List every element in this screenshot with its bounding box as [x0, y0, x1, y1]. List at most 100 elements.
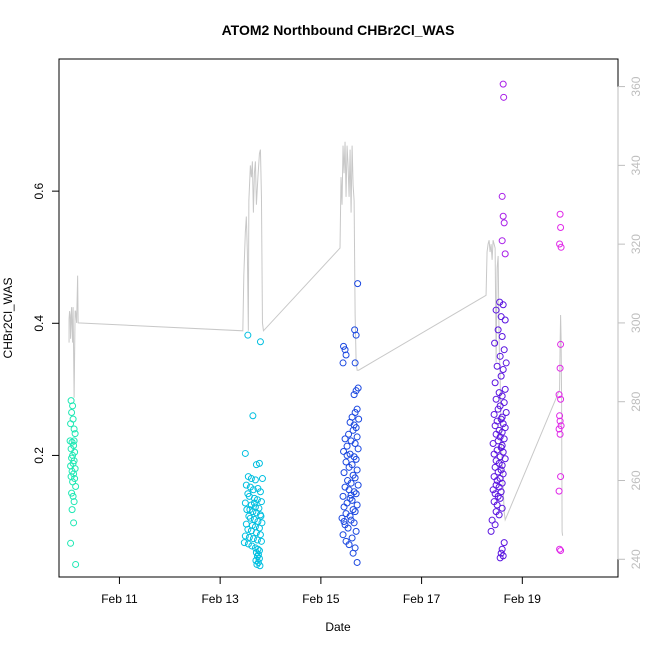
data-point — [241, 499, 249, 507]
data-point — [498, 333, 506, 340]
data-point — [354, 445, 362, 453]
chart-title: ATOM2 Northbound CHBr2Cl_WAS — [222, 22, 455, 38]
data-point — [497, 372, 505, 380]
data-point — [496, 554, 504, 562]
data-point — [252, 509, 260, 517]
data-point — [351, 359, 359, 367]
data-point — [555, 487, 563, 495]
data-point — [492, 306, 500, 314]
data-point — [557, 395, 565, 403]
data-point — [256, 338, 264, 346]
data-point — [499, 366, 507, 374]
data-point — [342, 458, 350, 466]
data-point — [556, 430, 564, 438]
data-point — [556, 417, 564, 425]
data-point — [249, 412, 257, 420]
data-point — [491, 379, 499, 387]
y-tick-label: 0.2 — [32, 447, 46, 464]
data-point — [342, 351, 350, 359]
data-point — [68, 506, 76, 514]
data-point — [348, 534, 356, 542]
y-axis: 0.2 0.4 0.6 — [32, 182, 60, 464]
data-point — [500, 539, 508, 547]
data-point — [347, 479, 355, 487]
data-point — [70, 437, 78, 445]
data-point — [493, 362, 501, 370]
data-point — [499, 301, 507, 309]
data-point — [352, 331, 360, 339]
data-point — [556, 240, 564, 248]
data-point — [556, 364, 564, 372]
data-point — [494, 326, 502, 334]
data-point — [496, 433, 504, 441]
data-point — [242, 481, 250, 489]
data-point — [339, 359, 347, 367]
data-point — [500, 346, 508, 354]
data-point — [490, 410, 498, 418]
data-point — [339, 492, 347, 500]
data-point — [350, 391, 358, 399]
data-point — [72, 482, 80, 490]
data-point — [68, 408, 76, 416]
data-point — [70, 498, 78, 506]
y-axis-right: 240 260 280 300 320 340 360 — [617, 76, 643, 569]
data-point — [70, 425, 78, 433]
data-point — [340, 469, 348, 477]
data-point — [346, 512, 354, 520]
data-point — [501, 316, 509, 324]
data-point — [246, 514, 254, 522]
data-point — [250, 516, 258, 524]
data-point — [69, 402, 77, 410]
y-tick-label: 0.6 — [32, 182, 46, 199]
data-point — [501, 385, 509, 393]
data-point — [502, 359, 510, 367]
data-point — [67, 420, 75, 428]
data-point — [353, 501, 361, 509]
data-point — [500, 435, 508, 443]
data-point — [555, 425, 563, 433]
data-point — [352, 490, 360, 498]
data-point — [247, 475, 255, 483]
data-point — [499, 80, 507, 88]
series-3 — [487, 298, 510, 562]
y-axis-label: CHBr2Cl_WAS — [1, 278, 15, 359]
data-point — [252, 529, 260, 537]
series-1 — [240, 331, 266, 570]
data-point — [353, 558, 361, 566]
data-point — [493, 501, 501, 509]
data-point — [249, 535, 257, 543]
data-point — [240, 539, 248, 547]
data-point — [499, 212, 507, 220]
data-point — [499, 420, 507, 428]
data-point — [502, 408, 510, 416]
y-tick-label: 0.4 — [32, 315, 46, 332]
data-point — [69, 492, 77, 500]
data-point — [340, 518, 348, 525]
data-point — [257, 512, 265, 520]
data-point — [349, 506, 357, 514]
data-point — [72, 560, 80, 568]
data-point — [500, 93, 508, 101]
data-point — [494, 405, 502, 413]
data-point — [487, 527, 495, 535]
data-point — [343, 442, 351, 450]
series-4 — [498, 80, 509, 258]
data-point — [490, 450, 498, 458]
points-layer — [66, 80, 565, 570]
data-point — [345, 430, 353, 438]
data-point — [498, 428, 506, 436]
data-point — [491, 422, 499, 430]
data-point — [347, 491, 355, 499]
data-point — [249, 486, 257, 494]
data-point — [252, 461, 260, 469]
data-point — [354, 481, 362, 489]
data-point — [353, 466, 361, 474]
data-point — [490, 473, 498, 481]
data-point — [489, 486, 497, 494]
data-point — [340, 342, 348, 350]
data-point — [556, 210, 564, 218]
data-point — [345, 463, 353, 471]
data-point — [245, 533, 253, 541]
data-point — [355, 415, 363, 423]
